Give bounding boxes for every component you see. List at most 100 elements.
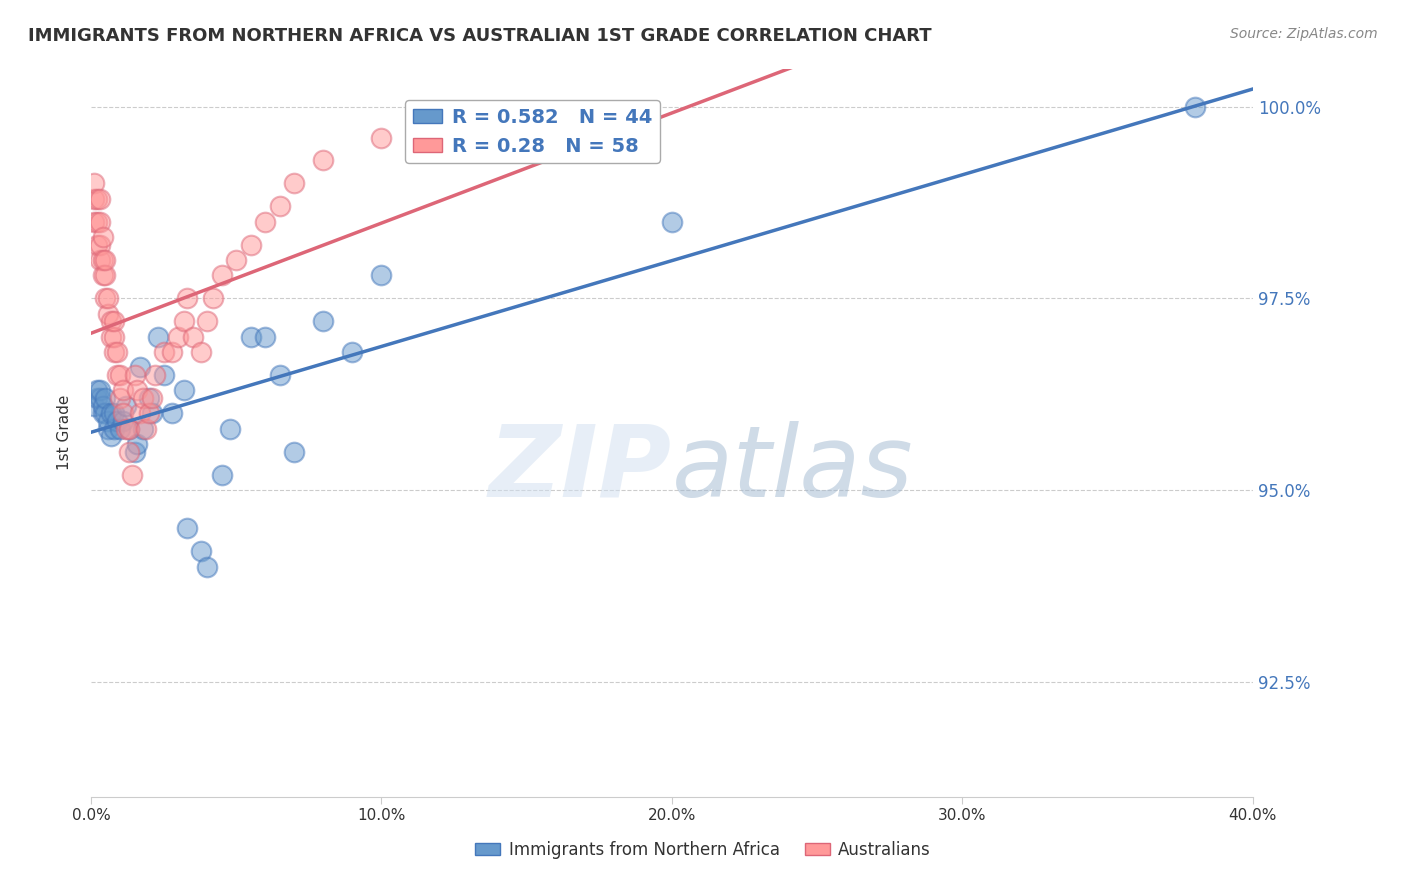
- Point: [97, 414, 120, 428]
- Point: [103, 314, 125, 328]
- Point: [138, 406, 160, 420]
- Point: [152, 345, 174, 359]
- Point: [83, 399, 105, 413]
- Point: [94, 268, 117, 283]
- Point: [97, 422, 120, 436]
- Point: [195, 314, 218, 328]
- Point: [89, 215, 111, 229]
- Point: [254, 330, 277, 344]
- Point: [97, 292, 120, 306]
- Point: [97, 307, 120, 321]
- Point: [312, 153, 335, 168]
- Point: [173, 314, 195, 328]
- Point: [127, 384, 149, 398]
- Point: [201, 292, 224, 306]
- Point: [152, 368, 174, 383]
- Point: [269, 368, 291, 383]
- Point: [283, 177, 305, 191]
- Point: [124, 444, 146, 458]
- Point: [114, 399, 136, 413]
- Point: [127, 437, 149, 451]
- Point: [190, 544, 212, 558]
- Point: [94, 253, 117, 268]
- Point: [108, 391, 131, 405]
- Point: [342, 345, 364, 359]
- Point: [283, 444, 305, 458]
- Point: [129, 360, 152, 375]
- Point: [239, 237, 262, 252]
- Point: [105, 414, 128, 428]
- Point: [89, 237, 111, 252]
- Point: [108, 368, 131, 383]
- Text: IMMIGRANTS FROM NORTHERN AFRICA VS AUSTRALIAN 1ST GRADE CORRELATION CHART: IMMIGRANTS FROM NORTHERN AFRICA VS AUSTR…: [28, 27, 932, 45]
- Point: [121, 467, 143, 482]
- Point: [370, 268, 392, 283]
- Point: [86, 215, 108, 229]
- Point: [105, 345, 128, 359]
- Text: Source: ZipAtlas.com: Source: ZipAtlas.com: [1230, 27, 1378, 41]
- Point: [103, 422, 125, 436]
- Point: [162, 345, 184, 359]
- Point: [91, 268, 114, 283]
- Point: [83, 177, 105, 191]
- Point: [118, 444, 141, 458]
- Point: [190, 345, 212, 359]
- Text: atlas: atlas: [672, 420, 914, 517]
- Point: [89, 384, 111, 398]
- Point: [103, 345, 125, 359]
- Point: [176, 292, 198, 306]
- Point: [219, 422, 242, 436]
- Point: [83, 215, 105, 229]
- Point: [141, 406, 163, 420]
- Point: [111, 384, 134, 398]
- Point: [105, 368, 128, 383]
- Point: [135, 422, 157, 436]
- Point: [118, 422, 141, 436]
- Point: [86, 391, 108, 405]
- Point: [100, 314, 122, 328]
- Point: [269, 199, 291, 213]
- Point: [138, 391, 160, 405]
- Point: [100, 406, 122, 420]
- Point: [124, 368, 146, 383]
- Point: [1184, 100, 1206, 114]
- Point: [89, 192, 111, 206]
- Point: [176, 521, 198, 535]
- Point: [225, 253, 247, 268]
- Point: [103, 330, 125, 344]
- Point: [89, 253, 111, 268]
- Point: [114, 422, 136, 436]
- Point: [86, 384, 108, 398]
- Point: [89, 391, 111, 405]
- Point: [211, 467, 233, 482]
- Point: [239, 330, 262, 344]
- Point: [100, 330, 122, 344]
- Point: [94, 292, 117, 306]
- Legend: R = 0.582   N = 44, R = 0.28   N = 58: R = 0.582 N = 44, R = 0.28 N = 58: [405, 100, 659, 163]
- Point: [162, 406, 184, 420]
- Point: [661, 215, 683, 229]
- Point: [195, 559, 218, 574]
- Text: ZIP: ZIP: [489, 420, 672, 517]
- Point: [254, 215, 277, 229]
- Point: [129, 406, 152, 420]
- Legend: Immigrants from Northern Africa, Australians: Immigrants from Northern Africa, Austral…: [468, 835, 938, 866]
- Point: [103, 406, 125, 420]
- Point: [132, 422, 155, 436]
- Point: [111, 414, 134, 428]
- Point: [370, 130, 392, 145]
- Point: [132, 391, 155, 405]
- Point: [173, 384, 195, 398]
- Point: [211, 268, 233, 283]
- Point: [91, 253, 114, 268]
- Point: [86, 192, 108, 206]
- Point: [91, 230, 114, 244]
- Point: [108, 422, 131, 436]
- Point: [111, 406, 134, 420]
- Point: [118, 422, 141, 436]
- Point: [91, 399, 114, 413]
- Point: [141, 391, 163, 405]
- Y-axis label: 1st Grade: 1st Grade: [58, 395, 72, 470]
- Point: [167, 330, 190, 344]
- Point: [83, 192, 105, 206]
